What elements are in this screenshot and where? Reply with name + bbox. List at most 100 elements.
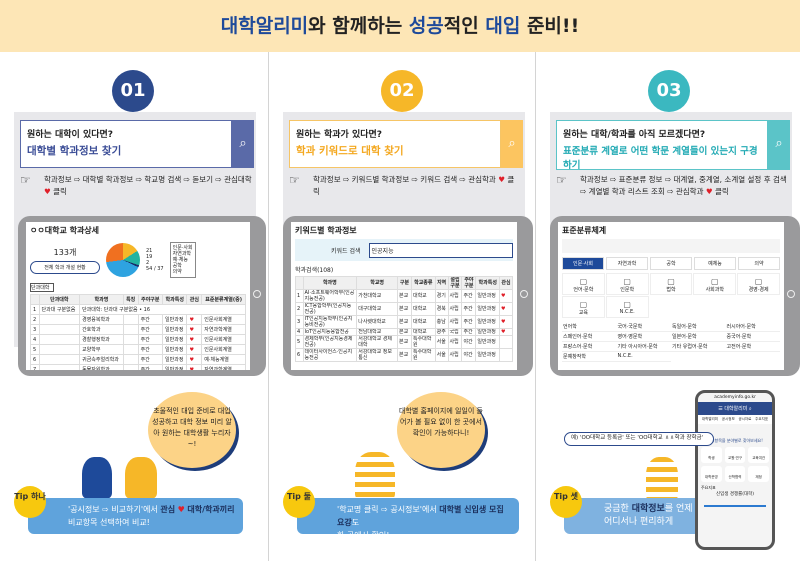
table-row[interactable]: 6 귀금속주얼리학과 주간 일반과정 ♥ 예·체능계열 <box>30 354 246 365</box>
heart-icon: ♥ <box>498 175 505 184</box>
heart-icon[interactable]: ♥ <box>499 315 513 329</box>
heart-icon[interactable]: ♥ <box>499 328 513 336</box>
heart-icon[interactable]: ♥ <box>499 289 513 303</box>
field-item[interactable]: ▢ 인문학 <box>605 273 649 295</box>
subfield-item[interactable]: 중국어·문학 <box>725 332 780 342</box>
title-part: 와 함께하는 <box>308 15 409 37</box>
click-text: 클릭 <box>715 187 729 196</box>
phone-category[interactable]: 산학협력 <box>724 466 746 482</box>
subfield-item[interactable]: 언어학 <box>562 322 617 332</box>
subfield-item[interactable]: 고전어·문학 <box>725 342 780 352</box>
subfield-item[interactable]: 기타 유럽어·문학 <box>671 342 726 352</box>
subfield-item[interactable]: 문예창작학 <box>562 352 617 362</box>
phone-category[interactable]: 재정 <box>748 466 769 482</box>
search-example-bar: 예) 'OO대학교 등록금' 또는 'OO대학교 ㅿㅿ학과 장학금' <box>564 432 714 446</box>
heart-icon[interactable]: ♥ <box>186 364 203 370</box>
phone-menu-item[interactable]: 주요지표 <box>755 417 769 421</box>
step-2: 02 원하는 학과가 있다면? 학과 키워드로 대학 찾기 ⌕ ☞ 학과정보 ⇨ … <box>269 52 535 561</box>
search-icon[interactable]: ⌕ <box>768 120 790 170</box>
tip-text: 도 <box>351 518 360 527</box>
tip-text: 어디서나 편리하게 <box>604 517 674 527</box>
table-row[interactable]: 6 데이터사이언스·인공지능전공 서강대학교 정보통신 본교 특수대학원 서울 사립 야간 일반… <box>295 348 513 362</box>
table-row[interactable]: 7 동물자원학과 주간 일반과정 ♥ 자연과학계열 <box>30 364 246 370</box>
field-item[interactable]: ▢ 법학 <box>649 273 693 295</box>
subfield-item[interactable]: 스페인어·문학 <box>562 332 617 342</box>
keyword-input[interactable]: 인공지능 <box>368 242 513 258</box>
table-row[interactable]: 1 AI·소프트웨어학부(인공지능전공) 가천대학교 본교 대학교 경기 사립 주간 일반과정 ♥ <box>295 289 513 303</box>
phone-menu-item[interactable]: 대학알리미 <box>701 417 718 421</box>
search-box[interactable]: 원하는 대학/학과를 아직 모르겠다면? 표준분류 계열로 어떤 학문 계열들이… <box>556 120 768 171</box>
field-item[interactable]: ▢ N.C.E. <box>605 296 649 318</box>
path-instructions: ☞ 학과정보 ⇨ 표준분류 정보 ⇨ 대계열, 중계열, 소계열 설정 후 검색 … <box>556 174 788 198</box>
path-text: 학과정보 ⇨ 표준분류 정보 ⇨ 대계열, 중계열, 소계열 설정 후 검색 ⇨… <box>580 175 787 196</box>
search-box[interactable]: 원하는 학과가 있다면? 학과 키워드로 대학 찾기 <box>289 120 501 168</box>
phone-menu-item[interactable]: 공시자료 <box>738 417 752 421</box>
category-tab[interactable]: 자연과학 <box>606 257 648 270</box>
table-row[interactable]: 3 IT인공지능학부(인공지능비전공) 나사렛대학교 본교 대학교 충남 사립 주간 일반과정 ♥ <box>295 315 513 329</box>
subfield-item[interactable]: 일본어·문학 <box>671 332 726 342</box>
pie-chart <box>106 243 140 277</box>
field-icon: ▢ <box>623 277 631 286</box>
pie-label: 54 <box>146 266 153 272</box>
heart-icon[interactable]: ♥ <box>186 314 203 325</box>
category-tab[interactable]: 의약 <box>738 257 780 270</box>
subfield-item[interactable]: 러시아어·문학 <box>725 322 780 332</box>
field-item[interactable]: ▢ 언어·문학 <box>562 273 605 295</box>
table-row[interactable]: 2 경영융복학과 주간 일반과정 ♥ 인문사회계열 <box>30 314 246 325</box>
field-icon: ▢ <box>623 300 631 309</box>
subfield-item[interactable]: 기타 아시아어·문학 <box>616 342 671 352</box>
heart-icon[interactable] <box>499 348 513 362</box>
subfield-item[interactable]: N.C.E. <box>616 352 671 362</box>
dept-overview-button[interactable]: 전체 학과 개설 현황 <box>30 260 100 274</box>
heart-icon: ♥ <box>705 187 713 196</box>
subfield-item[interactable]: 국어·국문학 <box>616 322 671 332</box>
table-row[interactable]: 3 간호학과 주간 일반과정 ♥ 자연과학계열 <box>30 324 246 335</box>
field-icon: ▢ <box>711 277 719 286</box>
phone-category[interactable]: 대학운영 <box>701 466 722 482</box>
field-item[interactable]: ▢ 사회과학 <box>693 273 737 295</box>
filter-button[interactable]: 단과대학 <box>30 283 54 292</box>
category-tab[interactable]: 인문·사회 <box>562 257 604 270</box>
field-item[interactable]: ▢ 경영·경제 <box>737 273 780 295</box>
subfield-item[interactable]: 영어·영문학 <box>616 332 671 342</box>
heart-icon[interactable]: ♥ <box>186 344 203 355</box>
table-row[interactable]: 2 ICT융합학부(인공지능전공) 대구대학교 본교 대학교 경북 사립 주간 일반과정 ♥ <box>295 302 513 316</box>
headline: 학과 키워드로 대학 찾기 <box>296 145 404 157</box>
heart-icon: ♥ <box>44 187 51 196</box>
search-icon[interactable]: ⌕ <box>232 120 254 168</box>
pointing-hand-icon: ☞ <box>289 173 300 187</box>
subfield-item[interactable]: 프랑스어·문학 <box>562 342 617 352</box>
heart-icon[interactable]: ♥ <box>499 302 513 316</box>
search-example: 예) 'OO대학교 등록금' 또는 'OO대학교 ㅿㅿ학과 장학금' <box>571 435 704 441</box>
menu-icon[interactable]: ☰ <box>718 406 725 412</box>
subfield-item[interactable]: 독일어·문학 <box>671 322 726 332</box>
table-row[interactable]: 5 교양학부 주간 일반과정 ♥ 인문사회계열 <box>30 344 246 355</box>
phone-menu-item[interactable]: 공시정보 <box>721 417 735 421</box>
phone-category[interactable]: 교육여건 <box>748 447 769 463</box>
heart-icon[interactable]: ♥ <box>186 354 203 365</box>
heart-icon[interactable]: ♥ <box>186 334 203 345</box>
phone-category[interactable]: 교원·연구 <box>724 447 746 463</box>
table-row[interactable]: 4 IoT인공지능융합전공 전남대학교 본교 대학교 광주 국립 주간 일반과정 ♥ <box>295 328 513 336</box>
tip-text: 대학정보 <box>631 504 665 514</box>
url-bar[interactable]: academyinfo.go.kr <box>714 395 756 400</box>
category-tab[interactable]: 공학 <box>650 257 692 270</box>
heart-icon[interactable]: ♥ <box>186 324 203 335</box>
brand: 대학알리미 <box>724 406 748 412</box>
search-box[interactable]: 원하는 대학이 있다면? 대학별 학과정보 찾기 <box>20 120 232 168</box>
phone-category[interactable]: 학생 <box>701 447 722 463</box>
field-icon: ▢ <box>667 277 675 286</box>
tablet: ㅇㅇ대학교 학과상세 133개 전체 학과 개설 현황 21 19 2 54 / 37 … <box>18 216 266 376</box>
category-tab[interactable]: 예체능 <box>694 257 736 270</box>
table-row[interactable]: 5 경제학부(인공지능경제전공) 서강대학교 경제대학 본교 특수대학원 서울 사립 야간 일반… <box>295 335 513 349</box>
screen-title: 키워드별 학과정보 <box>295 226 357 235</box>
tip-text: 궁금한 <box>604 504 632 514</box>
heart-icon: ♥ <box>177 505 185 514</box>
dept-table: 단과대학 학과명 특징 주야구분 학과특성 관심 표준분류계열(중) 1 단과대 구분없음 단과… <box>30 294 246 370</box>
search-icon[interactable]: ⌕ <box>501 120 523 168</box>
tip-text: 관심 <box>160 505 176 514</box>
field-item[interactable]: ▢ 교육 <box>562 296 605 318</box>
table-row[interactable]: 4 경찰행정학과 주간 일반과정 ♥ 인문사회계열 <box>30 334 246 345</box>
search-icon[interactable]: ⌕ <box>747 406 752 412</box>
heart-icon[interactable] <box>499 335 513 349</box>
